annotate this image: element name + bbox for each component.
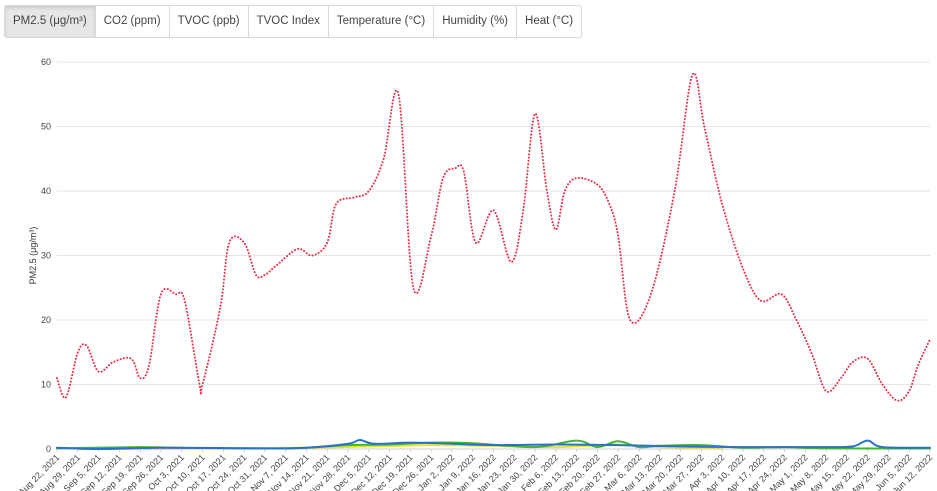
y-tick-label: 30 <box>41 251 51 261</box>
y-axis-title: PM2.5 (μg/m³) <box>28 227 38 285</box>
tab-heat[interactable]: Heat (°C) <box>525 15 574 27</box>
y-tick-label: 10 <box>41 380 51 390</box>
tab-co2[interactable]: CO2 (ppm) <box>96 6 170 37</box>
tab-tvoc[interactable]: TVOC (ppb) <box>170 6 249 37</box>
y-tick-label: 50 <box>41 122 51 132</box>
y-tick-label: 20 <box>41 315 51 325</box>
y-tick-label: 40 <box>41 186 51 196</box>
series-line-0 <box>56 72 931 402</box>
y-tick-label: 60 <box>41 57 51 67</box>
tab-tvoc-index[interactable]: TVOC Index <box>249 6 329 37</box>
tab-pm25[interactable]: PM2.5 (μg/m³) <box>5 6 96 37</box>
metric-tabs: PM2.5 (μg/m³) CO2 (ppm) TVOC (ppb) TVOC … <box>4 5 583 38</box>
series-line-1 <box>56 438 931 451</box>
y-tick-label: 0 <box>46 444 51 454</box>
tab-humidity[interactable]: Humidity (%) <box>434 6 518 37</box>
tab-temperature[interactable]: Temperature (°C) <box>329 6 435 37</box>
